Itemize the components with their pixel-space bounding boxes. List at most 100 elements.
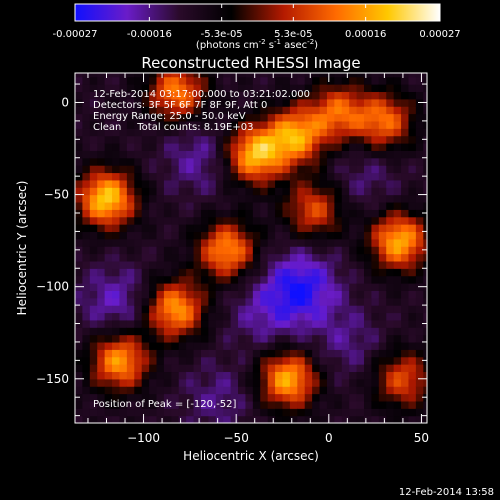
heatmap-cell [267,341,276,350]
y-tick-label: 0 [61,95,69,109]
heatmap-cell [141,165,150,174]
y-tick-label: −50 [44,188,69,202]
heatmap-cell [200,84,209,93]
heatmap-cell [356,238,365,247]
heatmap-cell [341,319,350,328]
heatmap-cell [415,238,424,247]
heatmap-cell [304,224,313,233]
heatmap-cell [282,393,291,402]
heatmap-cell [112,393,121,402]
heatmap-cell [104,113,113,122]
heatmap-cell [267,386,276,395]
heatmap-cell [112,268,121,277]
heatmap-cell [415,275,424,284]
heatmap-cell [163,253,172,262]
heatmap-cell [193,312,202,321]
heatmap-cell [134,268,143,277]
heatmap-cell [112,334,121,343]
heatmap-cell [297,364,306,373]
heatmap-cell [282,253,291,262]
heatmap-cell [238,224,247,233]
heatmap-cell [289,128,298,137]
heatmap-cell [186,297,195,306]
heatmap-cell [200,238,209,247]
heatmap-cell [104,305,113,314]
heatmap-cell [408,327,417,336]
heatmap-cell [178,128,187,137]
heatmap-cell [200,400,209,409]
heatmap-cell [267,209,276,218]
heatmap-cell [297,143,306,151]
heatmap-cell [149,260,158,269]
colorbar-tick-label: 0.00016 [345,29,386,40]
heatmap-cell [230,106,239,115]
heatmap-cell [193,98,202,107]
heatmap-cell [223,194,232,203]
heatmap-cell [126,341,135,350]
heatmap-cell [134,73,143,78]
heatmap-cell [104,76,113,85]
heatmap-cell [245,84,254,93]
heatmap-cell [245,106,254,115]
heatmap-cell [178,260,187,269]
heatmap-cell [97,187,106,196]
heatmap-cell [171,297,180,306]
heatmap-cell [297,275,306,284]
heatmap-cell [393,157,402,166]
heatmap-cell [75,349,84,358]
heatmap-cell [334,268,343,277]
heatmap-cell [252,356,261,365]
heatmap-cell [378,106,387,115]
heatmap-cell [215,408,224,417]
heatmap-cell [326,128,335,137]
heatmap-cell [260,319,269,328]
heatmap-cell [119,349,128,358]
heatmap-cell [326,275,335,284]
heatmap-cell [230,73,239,78]
heatmap-cell [282,334,291,343]
heatmap-cell [134,297,143,306]
heatmap-cell [275,371,284,380]
heatmap-cell [282,364,291,373]
heatmap-cell [82,290,91,299]
heatmap-cell [378,364,387,373]
heatmap-cell [334,238,343,247]
heatmap-cell [149,165,158,174]
heatmap-cell [230,238,239,247]
heatmap-cell [252,150,261,159]
heatmap-cell [401,356,410,365]
heatmap-cell [319,400,328,409]
heatmap-cell [97,143,106,151]
heatmap-cell [208,165,217,174]
heatmap-cell [349,98,358,107]
colorbar [74,3,441,22]
heatmap-cell [289,238,298,247]
heatmap-cell [297,120,306,129]
heatmap-cell [349,253,358,262]
heatmap-cell [304,386,313,395]
heatmap-cell [156,172,165,181]
heatmap-cell [230,297,239,306]
heatmap-cell [245,165,254,174]
heatmap-cell [393,113,402,122]
heatmap-cell [238,327,247,336]
heatmap-cell [126,106,135,115]
heatmap-cell [401,209,410,218]
heatmap-cell [423,253,427,262]
heatmap-cell [163,283,172,291]
heatmap-cell [89,341,98,350]
heatmap-cell [364,290,373,299]
heatmap-cell [260,98,269,107]
heatmap-cell [215,113,224,122]
heatmap-cell [297,113,306,122]
heatmap-cell [341,408,350,417]
heatmap-cell [163,135,172,144]
heatmap-cell [238,120,247,129]
heatmap-cell [89,364,98,373]
heatmap-cell [371,201,380,210]
heatmap-cell [297,91,306,100]
heatmap-cell [341,150,350,159]
heatmap-cell [408,194,417,203]
heatmap-cell [200,341,209,350]
heatmap-cell [312,378,321,387]
